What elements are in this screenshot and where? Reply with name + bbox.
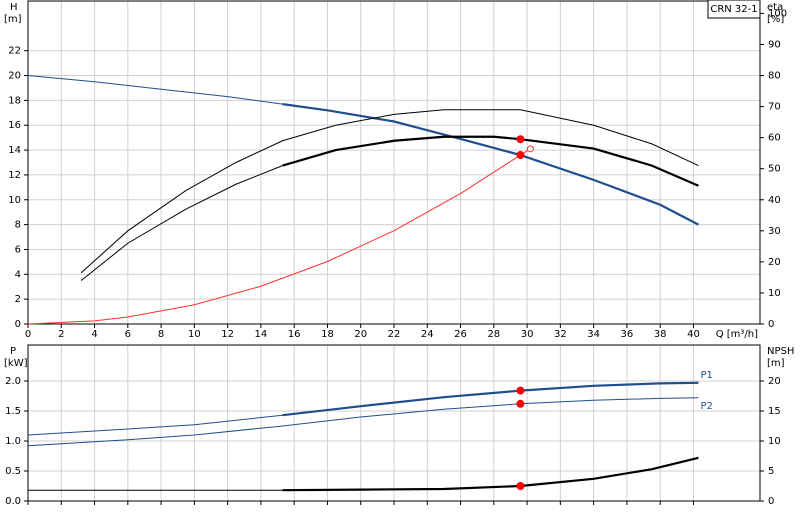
duty-point (516, 151, 525, 160)
x-tick-label: 18 (321, 329, 334, 340)
y-tick-label: 0.5 (5, 466, 21, 477)
duty-point (516, 386, 525, 395)
y-tick-label: 0.0 (5, 496, 21, 507)
y2-tick-label: 5 (768, 466, 774, 477)
curve (282, 135, 699, 187)
duty-point (516, 135, 525, 144)
y2-tick-label: 40 (768, 195, 781, 206)
y-tick-label: 20 (8, 71, 21, 82)
y2-tick-label: 10 (768, 288, 781, 299)
y-tick-label: 1.5 (5, 406, 21, 417)
y-axis-label: [m] (4, 14, 22, 25)
y-tick-label: 4 (15, 269, 21, 280)
y2-tick-label: 0 (768, 496, 774, 507)
x-tick-label: 4 (91, 329, 97, 340)
y2-tick-label: 60 (768, 133, 781, 144)
y2-tick-label: 90 (768, 39, 781, 50)
curve (80, 109, 699, 274)
x-tick-label: 34 (587, 329, 600, 340)
y2-tick-label: 80 (768, 71, 781, 82)
duty-point (516, 482, 525, 490)
y-tick-label: 18 (8, 95, 21, 106)
y-tick-label: 14 (8, 145, 21, 156)
x-tick-label: 30 (521, 329, 534, 340)
y-tick-label: 0 (15, 319, 21, 330)
curve (27, 148, 531, 325)
x-tick-label: 8 (158, 329, 164, 340)
curve (80, 165, 283, 281)
y2-axis-label: [m] (767, 358, 785, 369)
curve-label: P1 (700, 370, 712, 381)
x-tick-label: 24 (421, 329, 434, 340)
x-tick-label: 2 (58, 329, 64, 340)
curve-label: P2 (700, 401, 712, 412)
x-tick-label: 28 (487, 329, 500, 340)
y2-tick-label: 20 (768, 257, 781, 268)
y2-axis-label: [%] (767, 14, 784, 25)
curve (282, 103, 699, 226)
x-tick-label: 22 (388, 329, 401, 340)
y-axis-label: [kW] (4, 358, 28, 369)
y2-tick-label: 0 (768, 319, 774, 330)
y-tick-label: 22 (8, 46, 21, 57)
y2-tick-label: 15 (768, 406, 781, 417)
x-tick-label: 16 (288, 329, 301, 340)
curve (27, 397, 699, 447)
x-tick-label: 10 (188, 329, 201, 340)
y-axis-label: H (10, 2, 18, 13)
curve (27, 414, 283, 436)
y-tick-label: 1.0 (5, 436, 21, 447)
y2-axis-label: eta (767, 2, 783, 13)
y-tick-label: 2.0 (5, 376, 21, 387)
y-tick-label: 10 (8, 195, 21, 206)
y-tick-label: 12 (8, 170, 21, 181)
y-tick-label: 2 (15, 294, 21, 305)
x-tick-label: 12 (221, 329, 234, 340)
y2-tick-label: 30 (768, 226, 781, 237)
x-tick-label: 32 (554, 329, 567, 340)
y-tick-label: 8 (15, 220, 21, 231)
x-tick-label: 40 (687, 329, 700, 340)
x-tick-label: 26 (454, 329, 467, 340)
x-tick-label: 6 (125, 329, 131, 340)
y-axis-label: P (10, 346, 16, 357)
plot-frame (27, 344, 761, 502)
x-tick-label: 38 (654, 329, 667, 340)
duty-point (516, 399, 525, 408)
y-tick-label: 16 (8, 120, 21, 131)
y2-tick-label: 70 (768, 102, 781, 113)
title-box (707, 0, 761, 19)
curve (27, 75, 283, 105)
y2-tick-label: 100 (768, 8, 787, 19)
x-axis-label: Q [m³/h] (716, 329, 758, 340)
y2-tick-label: 10 (768, 436, 781, 447)
y-tick-label: 6 (15, 244, 21, 255)
plot-frame (27, 0, 761, 325)
x-tick-label: 14 (255, 329, 268, 340)
x-tick-label: 36 (621, 329, 634, 340)
y2-tick-label: 20 (768, 376, 781, 387)
y2-tick-label: 50 (768, 164, 781, 175)
duty-point (526, 145, 534, 153)
y2-axis-label: NPSH (767, 346, 794, 357)
x-tick-label: 0 (25, 329, 31, 340)
chart-title: CRN 32-1 (710, 4, 757, 15)
x-tick-label: 20 (354, 329, 367, 340)
